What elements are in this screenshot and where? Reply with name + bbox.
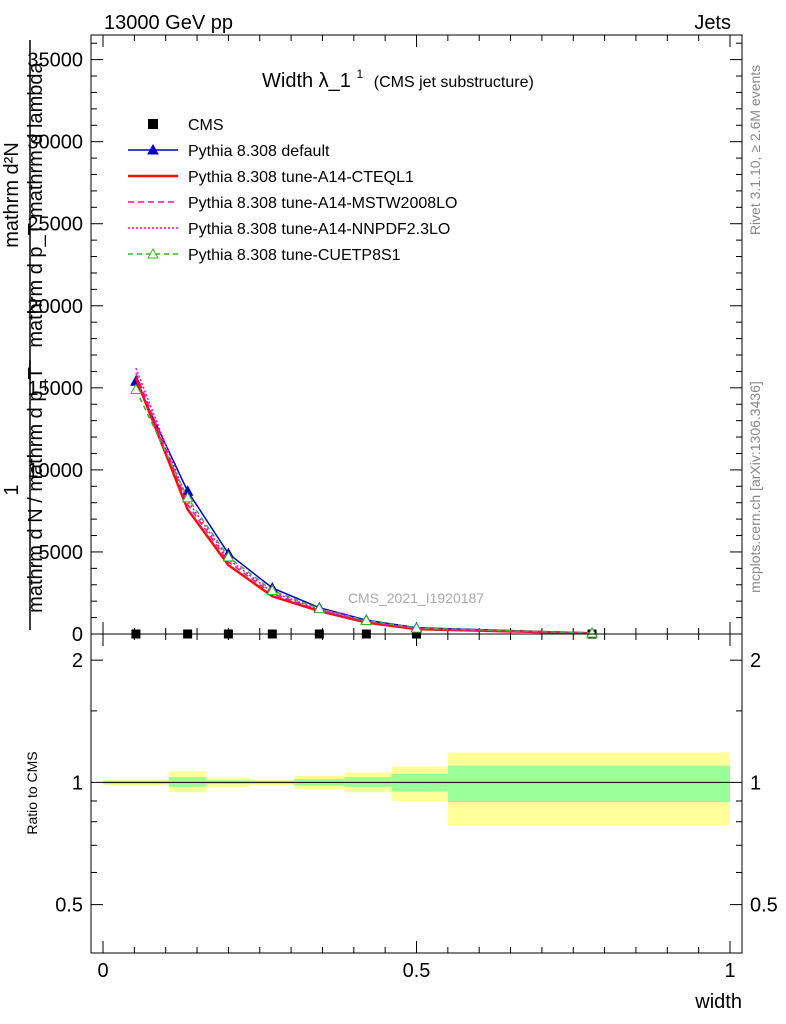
ylabel-one: 1 [1,484,23,495]
legend-marker-triangle [147,247,159,259]
main-ylabel: 1 mathrm d N / mathrm d p_T mathrm d²N m… [1,40,47,630]
x-tick-label: 1 [724,960,735,982]
main-ytick-label: 10000 [27,460,83,482]
series-marker-triangle [181,491,194,503]
series-line [135,372,593,635]
x-axis-label: width [694,991,742,1013]
title-main: Width λ_1 [262,70,351,92]
x-tick-label: 0 [97,960,108,982]
ratio-bands [103,752,730,826]
legend-marker [148,119,158,129]
ratio-ytick-label: 2 [72,650,83,672]
series-marker-triangle [222,550,235,562]
main-ytick-label: 25000 [27,214,83,236]
header-jets: Jets [694,12,731,34]
analysis-watermark: CMS_2021_I1920187 [348,590,484,606]
legend-marker-triangle [147,143,159,155]
series-marker-triangle [313,602,326,614]
legend-label: CMS [188,117,224,134]
ylabel-dpt-dlambda: mathrm d p_T mathrm d lambda [25,61,47,347]
ylabel-dn-dpt: mathrm d N / mathrm d p_T [25,367,47,613]
main-yaxis: 0 5000 10000 15000 20000 25000 30000 35000 [27,42,742,646]
rivet-version: Rivet 3.1.10, ≥ 2.6M events [747,65,763,235]
ratio-ytick-label: 1 [72,772,83,794]
main-ytick-label: 30000 [27,132,83,154]
series-marker-triangle [130,383,142,394]
main-ytick-label: 15000 [27,378,83,400]
series-marker-triangle [266,584,279,596]
ratio-band-inner [447,765,730,802]
title-superscript: 1 [357,67,364,81]
main-ytick-label: 0 [72,624,83,646]
ratio-xaxis: 0 0.5 1 [97,634,736,982]
x-tick-label: 0.5 [403,960,431,982]
main-panel: 0 5000 10000 15000 20000 25000 30000 35000 CMS_… [1,34,743,646]
legend-label: Pythia 8.308 tune-A14-NNPDF2.3LO [188,221,450,238]
mcplots-ref: mcplots.cern.ch [arXiv:1306.3436] [747,381,763,593]
ratio-ylabel: Ratio to CMS [24,751,40,834]
ratio-yaxis: 0.5 0.5 1 1 2 2 [55,650,778,916]
main-ytick-label: 5000 [39,542,84,564]
main-ytick-label: 35000 [27,50,83,72]
legend-label: Pythia 8.308 tune-CUETP8S1 [188,247,401,264]
ylabel-d2n: mathrm d²N [1,142,23,248]
plot-title: Width λ_1 1 (CMS jet substructure) [262,61,534,92]
series-marker-triangle [586,627,598,638]
series-line [135,389,593,634]
main-ytick-label: 20000 [27,296,83,318]
legend-label: Pythia 8.308 tune-A14-MSTW2008LO [188,195,457,212]
svg-text:Width λ_1 1 (C: Width λ_1 1 (CMS jet substructure) [262,61,534,92]
legend-label: Pythia 8.308 default [188,143,330,160]
ratio-panel: 0.5 0.51 12 2 0 0.5 1 Ratio to CMS width [24,633,778,1013]
legend: CMS Pythia 8.308 default Pythia 8.308 tune… [128,117,457,264]
ratio-ytick-label-right: 1 [750,772,761,794]
legend-label: Pythia 8.308 tune-A14-CTEQL1 [188,169,414,186]
header-process: 13000 GeV pp [104,12,233,34]
ratio-ytick-label-right: 2 [750,650,761,672]
series-marker-triangle [410,622,423,633]
ratio-ytick-label: 0.5 [55,895,83,917]
ratio-ytick-label-right: 0.5 [750,895,778,917]
series-marker-triangle [360,614,373,626]
title-subtitle: (CMS jet substructure) [374,74,534,91]
